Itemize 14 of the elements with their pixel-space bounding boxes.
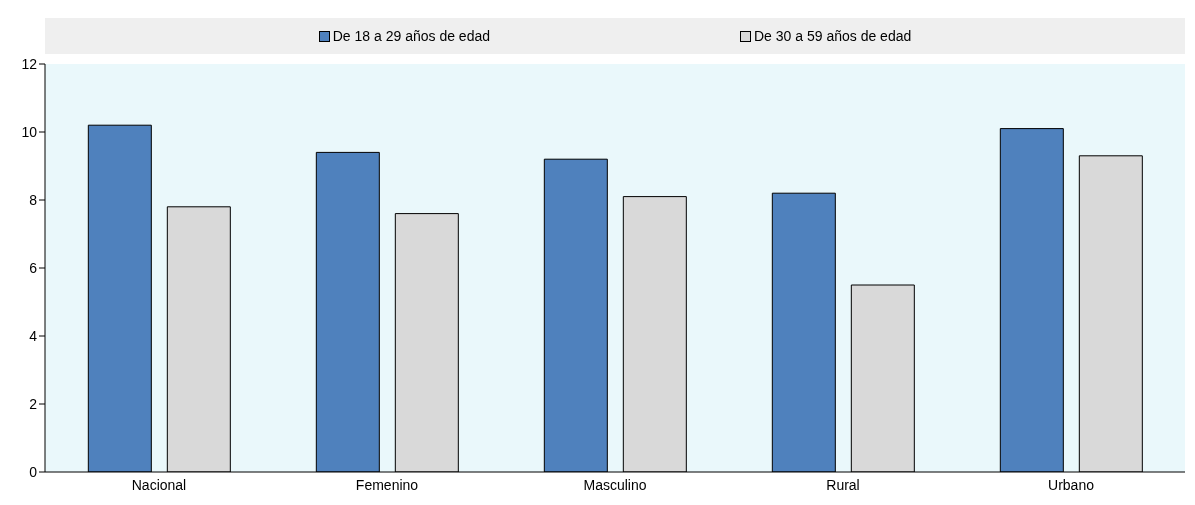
- x-tick-label: Femenino: [355, 476, 419, 493]
- legend-label: De 18 a 29 años de edad: [331, 28, 490, 44]
- x-tick-label: Rural: [826, 476, 860, 493]
- y-tick-label: 8: [29, 191, 38, 208]
- y-tick-label: 4: [29, 327, 38, 344]
- x-tick-label: Urbano: [1048, 476, 1095, 493]
- legend-label: De 30 a 59 años de edad: [753, 28, 912, 44]
- x-tick-label: Masculino: [583, 476, 647, 493]
- y-tick-label: 6: [29, 259, 38, 276]
- y-tick-label: 10: [21, 123, 38, 140]
- y-tick-label: 12: [21, 55, 38, 72]
- y-tick-label: 2: [29, 395, 38, 412]
- y-tick-label: 0: [29, 463, 38, 480]
- x-tick-label: Nacional: [131, 476, 187, 493]
